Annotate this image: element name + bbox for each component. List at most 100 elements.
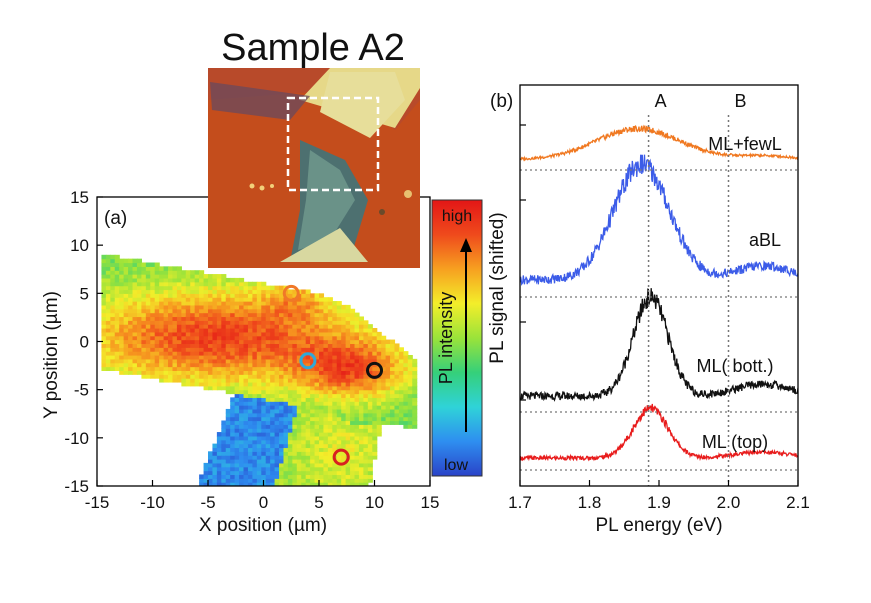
heatmap-cell — [128, 270, 134, 275]
heatmap-cell — [203, 385, 209, 391]
heatmap-cell — [234, 335, 240, 341]
heatmap-cell — [185, 370, 191, 375]
heatmap-cell — [350, 374, 356, 379]
heatmap-cell — [390, 405, 396, 410]
heatmap-cell — [270, 412, 276, 418]
heatmap-cell — [225, 301, 231, 306]
heatmap-cell — [265, 289, 271, 294]
heatmap-cell — [234, 289, 240, 294]
heatmap-cell — [354, 474, 360, 479]
heatmap-cell — [336, 466, 342, 472]
heatmap-cell — [367, 335, 373, 341]
heatmap-cell — [252, 405, 258, 410]
heatmap-cell — [194, 274, 200, 279]
heatmap-cell — [363, 331, 369, 337]
heatmap-cell — [376, 389, 382, 395]
heatmap-cell — [314, 482, 320, 486]
heatmap-cell — [341, 428, 347, 433]
heatmap-cell — [243, 474, 249, 479]
heatmap-cell — [256, 301, 262, 306]
heatmap-cell — [279, 478, 285, 483]
heatmap-cell — [159, 335, 165, 341]
heatmap-cell — [412, 378, 418, 383]
heatmap-cell — [176, 285, 182, 291]
heatmap-cell — [172, 324, 178, 329]
heatmap-cell — [398, 412, 404, 418]
heatmap-cell — [265, 424, 271, 429]
heatmap-cell — [363, 320, 369, 325]
heatmap-cell — [367, 455, 373, 460]
heatmap-cell — [350, 443, 356, 449]
heatmap-cell — [234, 435, 240, 441]
heatmap-cell — [274, 316, 280, 321]
heatmap-cell — [358, 432, 364, 437]
heatmap-cell — [274, 304, 280, 310]
heatmap-cell — [247, 351, 253, 356]
heatmap-cell — [345, 420, 351, 425]
heatmap-cell — [123, 270, 129, 275]
heatmap-cell — [376, 366, 382, 371]
heatmap-cell — [225, 389, 231, 395]
heatmap-cell — [358, 324, 364, 329]
heatmap-cell — [256, 289, 262, 294]
heatmap-cell — [216, 347, 222, 352]
heatmap-cell — [274, 459, 280, 464]
heatmap-cell — [252, 412, 258, 418]
heatmap-cell — [314, 459, 320, 464]
heatmap-cell — [105, 266, 111, 271]
heatmap-cell — [101, 270, 107, 275]
heatmap-cell — [239, 354, 245, 360]
heatmap-cell — [105, 320, 111, 325]
heatmap-cell — [194, 328, 200, 333]
heatmap-cell — [261, 462, 267, 468]
heatmap-cell — [243, 316, 249, 321]
heatmap-cell — [256, 347, 262, 352]
heatmap-cell — [301, 393, 307, 398]
heatmap-cell — [292, 459, 298, 464]
heatmap-cell — [301, 335, 307, 341]
heatmap-cell — [381, 351, 387, 356]
heatmap-cell — [252, 389, 258, 395]
heatmap-cell — [270, 447, 276, 452]
heatmap-cell — [323, 304, 329, 310]
heatmap-cell — [287, 393, 293, 398]
heatmap-cell — [141, 270, 147, 275]
heatmap-cell — [208, 328, 214, 333]
heatmap-cell — [354, 412, 360, 418]
heatmap-cell — [292, 470, 298, 476]
heatmap-cell — [256, 339, 262, 345]
heatmap-cell — [327, 389, 333, 395]
heatmap-cell — [358, 320, 364, 325]
heatmap-cell — [234, 393, 240, 398]
heatmap-cell — [327, 474, 333, 479]
heatmap-cell — [110, 331, 116, 337]
heatmap-cell — [145, 324, 151, 329]
heatmap-cell — [296, 412, 302, 418]
heatmap-cell — [265, 308, 271, 314]
heatmap-cell — [252, 358, 258, 364]
heatmap-cell — [261, 335, 267, 341]
heatmap-cell — [341, 482, 347, 486]
heatmap-cell — [136, 366, 142, 371]
heatmap-cell — [412, 412, 418, 418]
heatmap-cell — [287, 424, 293, 429]
heatmap-cell — [283, 362, 289, 368]
heatmap-cell — [327, 424, 333, 429]
heatmap-cell — [208, 354, 214, 360]
heatmap-cell — [398, 374, 404, 379]
heatmap-cell — [101, 351, 107, 356]
y-tick-label: 5 — [80, 284, 89, 303]
heatmap-cell — [385, 405, 391, 410]
heatmap-cell — [199, 482, 205, 486]
heatmap-cell — [310, 339, 316, 345]
heatmap-cell — [323, 301, 329, 306]
heatmap-cell — [159, 354, 165, 360]
heatmap-cell — [230, 285, 236, 291]
heatmap-cell — [345, 401, 351, 406]
heatmap-cell — [243, 351, 249, 356]
heatmap-cell — [247, 397, 253, 402]
heatmap-cell — [314, 354, 320, 360]
heatmap-cell — [234, 482, 240, 486]
heatmap-cell — [221, 381, 227, 387]
